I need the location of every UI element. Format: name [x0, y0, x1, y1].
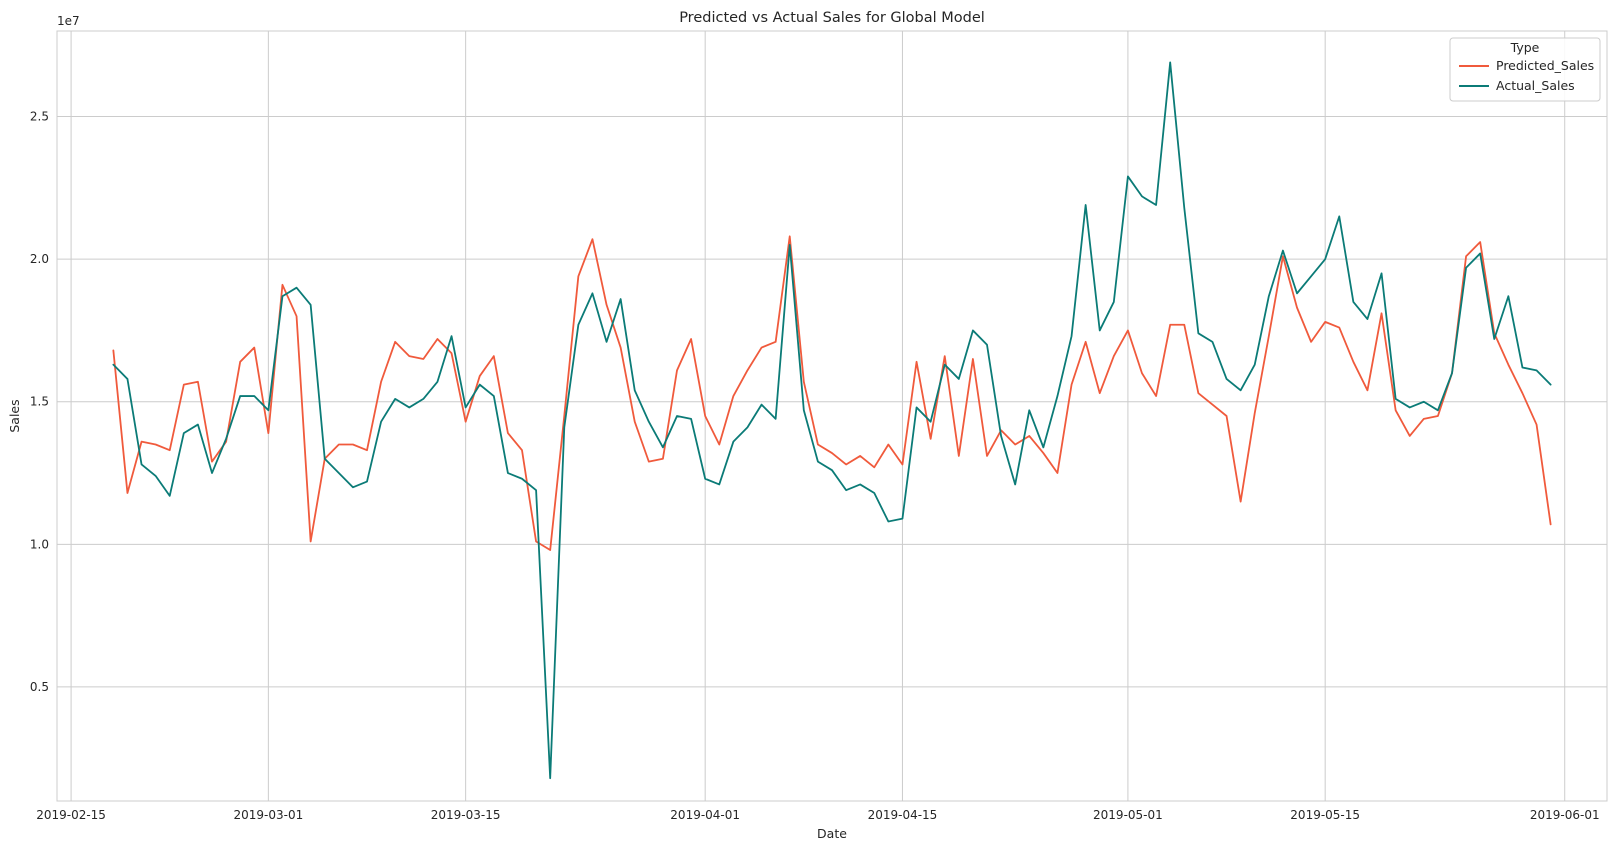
x-tick-labels: 2019-02-15 2019-03-01 2019-03-15 2019-04-01…	[36, 808, 1599, 822]
x-tick-label: 2019-03-01	[233, 808, 303, 822]
x-tick-label: 2019-04-15	[868, 808, 938, 822]
x-tick-label: 2019-06-01	[1530, 808, 1600, 822]
series-line-actual-sales	[112, 61, 1552, 780]
y-tick-label: 2.5	[30, 110, 49, 124]
x-tick-label: 2019-05-01	[1093, 808, 1163, 822]
series-lines	[112, 61, 1552, 780]
y-axis-title: Sales	[7, 399, 22, 432]
chart-title: Predicted vs Actual Sales for Global Mod…	[679, 10, 985, 26]
gridlines	[57, 31, 1607, 801]
x-tick-label: 2019-05-15	[1290, 808, 1360, 822]
series-line-predicted-sales	[112, 235, 1552, 551]
y-tick-labels: 0.5 1.0 1.5 2.0 2.5	[30, 110, 49, 694]
plot-area-frame	[56, 30, 1608, 802]
x-tick-label: 2019-02-15	[36, 808, 106, 822]
x-tick-label: 2019-04-01	[670, 808, 740, 822]
legend-title: Type	[1510, 40, 1540, 55]
legend: Type Predicted_Sales Actual_Sales	[1449, 37, 1601, 102]
y-tick-label: 1.5	[30, 395, 49, 409]
y-tick-label: 1.0	[30, 537, 49, 551]
y-axis-multiplier: 1e7	[57, 14, 80, 28]
x-tick-label: 2019-03-15	[431, 808, 501, 822]
x-axis-title: Date	[817, 826, 847, 841]
y-tick-label: 2.0	[30, 252, 49, 266]
legend-label-actual: Actual_Sales	[1496, 78, 1575, 93]
legend-label-predicted: Predicted_Sales	[1496, 58, 1594, 73]
y-tick-label: 0.5	[30, 680, 49, 694]
